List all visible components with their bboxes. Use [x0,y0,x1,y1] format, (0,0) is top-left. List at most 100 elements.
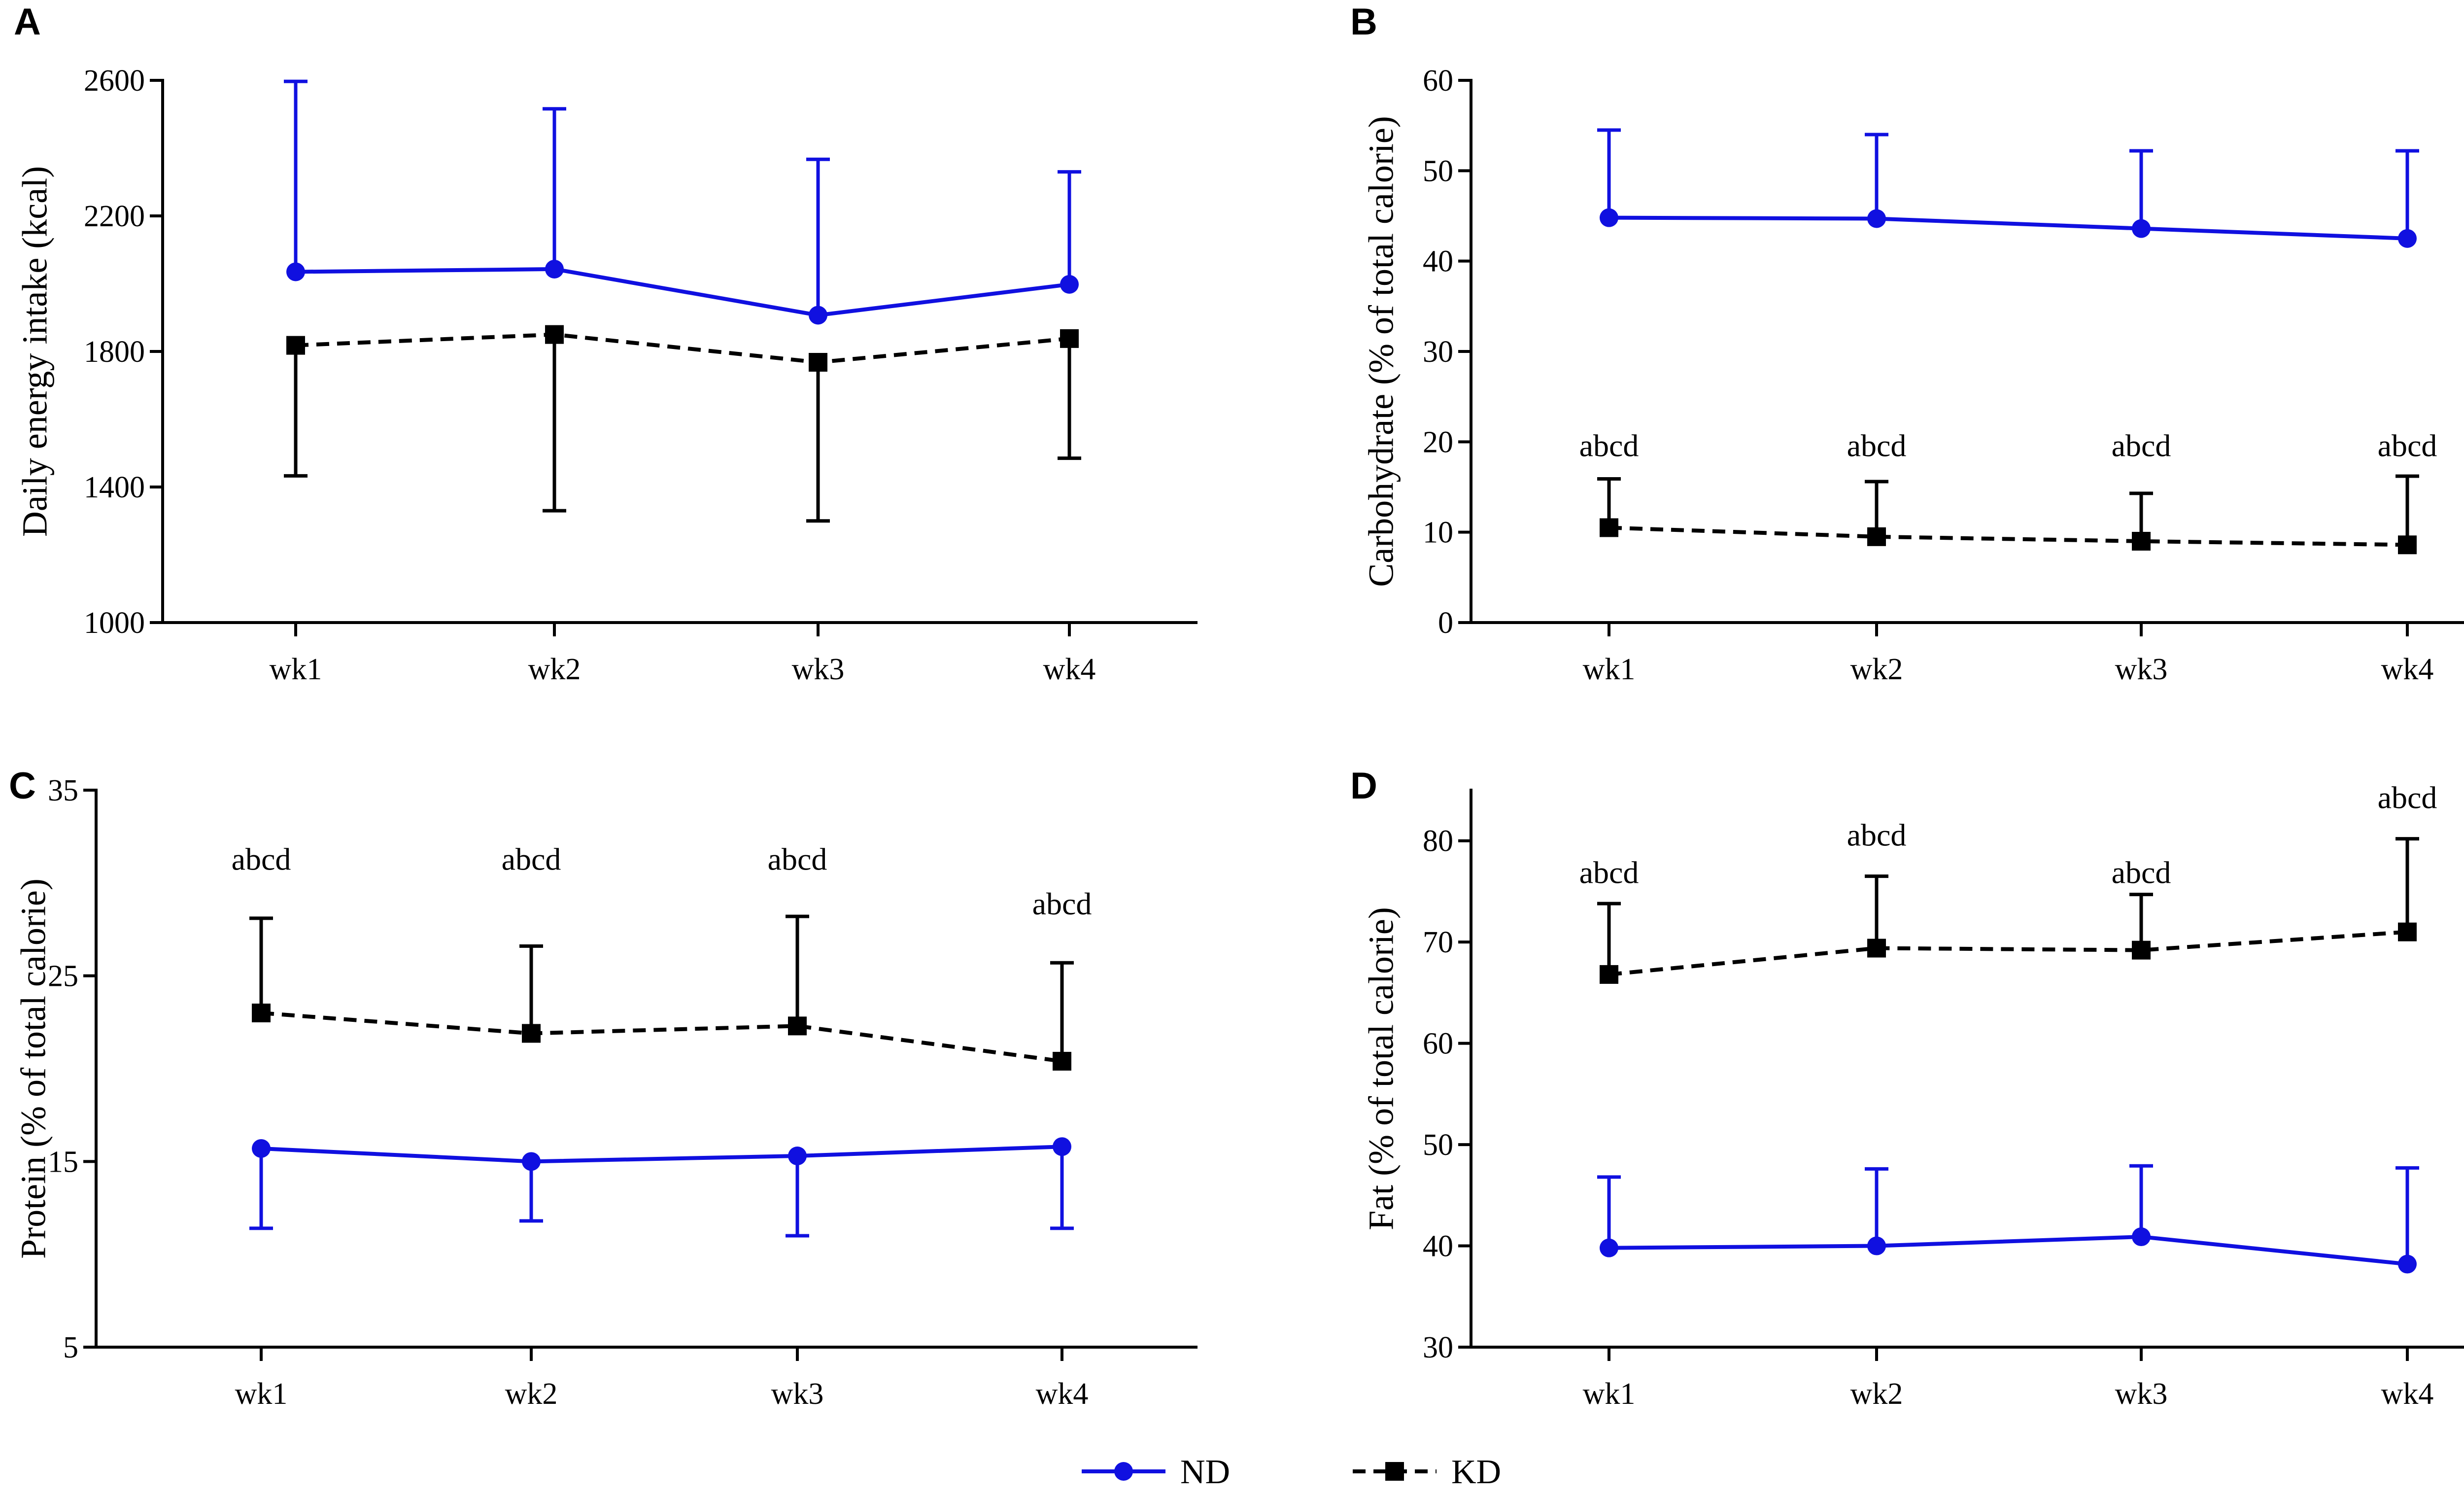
x-tick-label: wk1 [270,653,322,686]
y-tick-label: 2600 [84,64,145,98]
y-tick-label: 0 [1438,606,1453,640]
series-line-kd [295,332,1070,365]
y-tick-label: 15 [48,1145,78,1179]
y-axis-title: Carbohydrate (% of total calorie) [1362,116,1401,587]
data-point-nd [1867,1236,1886,1255]
x-tick-label: wk3 [771,1377,824,1411]
y-tick-label: 1400 [84,471,145,504]
data-point-nd [252,1139,271,1158]
series-nd [1597,128,2419,248]
data-point-nd [788,1147,807,1166]
legend-item-kd: KD [1353,1453,1501,1491]
data-point-nd [2398,1254,2417,1274]
x-tick-label: wk2 [1850,1377,1903,1411]
data-point-kd [2132,940,2151,960]
x-tick-label: wk2 [528,653,581,686]
panel-label-d: D [1350,765,1377,807]
y-tick-label: 50 [1423,154,1453,188]
y-tick-label: 40 [1423,1230,1453,1263]
significance-annotation: abcd [2112,855,2171,890]
y-tick-label: 35 [48,774,78,807]
data-point-nd [2398,229,2417,248]
x-tick-label: wk4 [2381,653,2434,686]
data-point-nd [545,259,564,279]
legend-item-nd: ND [1082,1453,1230,1491]
y-tick-label: 30 [1423,1331,1453,1364]
x-tick-label: wk4 [1043,653,1096,686]
series-line-nd [1608,1235,2408,1266]
series-line-kd [1608,930,2408,976]
legend: ND KD [1082,1453,1501,1491]
data-point-kd [1600,518,1618,537]
y-tick-label: 30 [1423,335,1453,369]
data-point-kd [1867,527,1886,546]
significance-annotation: abcd [2378,428,2437,463]
series-kd [249,914,1074,1071]
legend-label-kd: KD [1451,1453,1501,1491]
series-line-nd [261,1145,1062,1164]
series-nd [1597,1164,2419,1274]
y-tick-label: 20 [1423,425,1453,459]
y-tick-label: 60 [1423,1027,1453,1061]
data-point-nd [2132,219,2151,238]
y-axis-title: Fat (% of total calorie) [1362,907,1401,1230]
legend-label-nd: ND [1180,1453,1230,1491]
panel-label-b: B [1350,1,1377,43]
series-line-nd [1608,215,2408,241]
data-point-kd [2398,535,2417,555]
data-point-kd [1600,965,1618,984]
x-tick-label: wk3 [2115,653,2168,686]
panel-b: B 0 10 20 30 40 50 60 wk1 wk2 wk3 wk4 Carbohydrate (… [1350,1,2464,686]
y-tick-label: 60 [1423,64,1453,98]
series-line-nd [295,267,1070,317]
panel-c: C 5 15 25 35 wk1 wk2 wk3 wk4 Protein (% of total … [9,765,1198,1411]
data-point-kd [1060,329,1079,348]
data-point-nd [2132,1227,2151,1247]
significance-annotation: abcd [2112,428,2171,463]
data-point-nd [522,1152,541,1171]
y-tick-label: 1000 [84,606,145,640]
data-point-kd [809,353,827,372]
x-tick-label: wk1 [1583,1377,1636,1411]
x-tick-label: wk4 [1036,1377,1089,1411]
x-tick-label: wk1 [1583,653,1636,686]
x-tick-label: wk3 [792,653,845,686]
significance-annotation: abcd [1579,428,1639,463]
significance-annotation: abcd [1847,428,1907,463]
x-tick-label: wk2 [505,1377,558,1411]
y-tick-label: 5 [63,1331,78,1364]
data-point-kd [2398,922,2417,941]
significance-annotation: abcd [2378,780,2437,815]
panel-d: D 30 40 50 60 70 80 wk1 wk2 wk3 wk4 Fat (% of total… [1350,765,2464,1411]
panel-a: A 1000 1400 1800 2200 2600 wk1 wk2 wk3 wk4 Daily e… [14,1,1198,686]
data-point-nd [1600,208,1618,227]
data-point-kd [1053,1051,1071,1071]
data-point-kd [1867,939,1886,958]
data-point-nd [1867,209,1886,228]
y-tick-label: 25 [48,960,78,993]
series-line-kd [1608,525,2408,547]
significance-annotation: abcd [1579,855,1639,890]
data-point-kd [252,1004,271,1022]
series-kd [1597,474,2419,555]
panel-label-c: C [9,765,36,807]
y-tick-label: 50 [1423,1128,1453,1162]
series-kd [1597,837,2419,984]
legend-marker-nd [1114,1462,1133,1481]
series-line-kd [261,1011,1062,1063]
y-axis-title: Protein (% of total calorie) [14,878,53,1259]
data-point-kd [788,1016,807,1036]
data-point-kd [286,336,305,355]
significance-annotation: abcd [502,841,561,876]
data-point-kd [545,325,564,344]
significance-annotation: abcd [232,841,291,876]
x-tick-label: wk2 [1850,653,1903,686]
data-point-nd [1060,275,1079,294]
data-point-kd [2132,532,2151,551]
x-tick-label: wk3 [2115,1377,2168,1411]
series-kd [284,325,1081,523]
y-tick-label: 10 [1423,516,1453,550]
x-tick-label: wk4 [2381,1377,2434,1411]
data-point-nd [1053,1137,1071,1156]
y-tick-label: 70 [1423,926,1453,959]
